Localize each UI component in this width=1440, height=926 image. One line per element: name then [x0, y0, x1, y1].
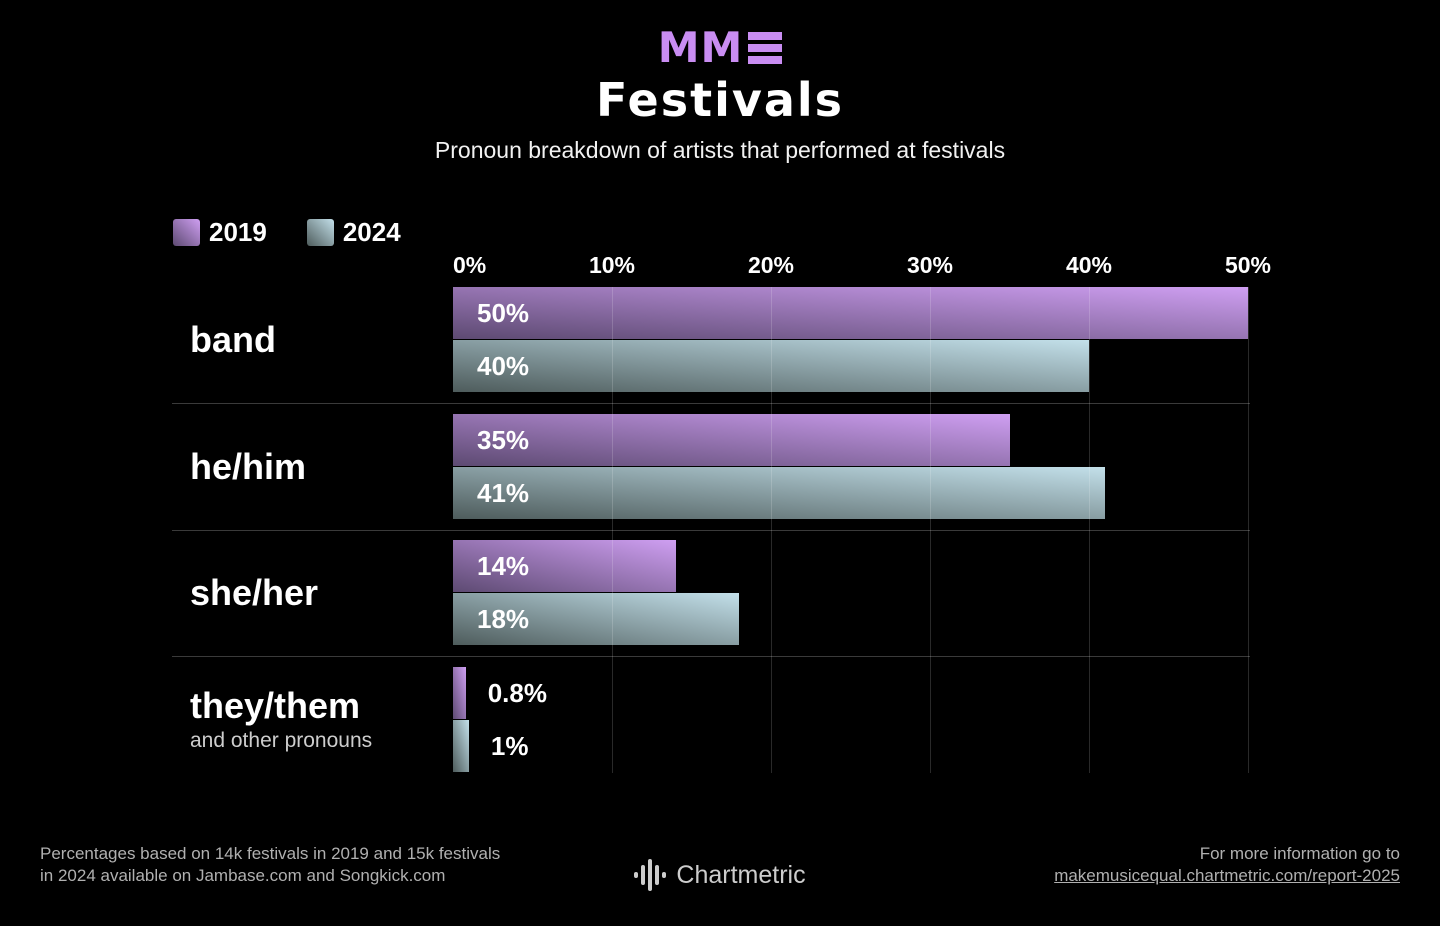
row-they-them: 0.8% 1%: [453, 667, 1248, 772]
bar-she-her-2019: 14%: [453, 540, 676, 592]
bar-he-him-2024: 41%: [453, 467, 1105, 519]
category-label-he-him: he/him: [190, 445, 307, 487]
row-divider: [172, 403, 1250, 404]
row-he-him: 35% 41%: [453, 414, 1248, 519]
bar-he-him-2019: 35%: [453, 414, 1010, 466]
bar-band-2019: 50%: [453, 287, 1248, 339]
x-tick-0: 0%: [453, 252, 487, 278]
legend-label-2019: 2019: [209, 217, 267, 247]
category-label-band: band: [190, 318, 276, 360]
category-label-they-them: they/them: [190, 685, 361, 727]
bar-band-2024: 40%: [453, 340, 1089, 392]
row-band: 50% 40%: [453, 287, 1248, 392]
legend-swatch-2024: [306, 219, 334, 246]
bar-value-she-her-2019: 14%: [477, 551, 530, 581]
page-subtitle: Pronoun breakdown of artists that perfor…: [434, 137, 1006, 163]
footer-info-line1: For more information go to: [1199, 844, 1400, 863]
page-title: Festivals: [595, 73, 845, 127]
row-she-her: 14% 18%: [453, 540, 1248, 645]
bar-value-they-them-2024: 1%: [490, 731, 529, 761]
bar-value-he-him-2019: 35%: [477, 425, 530, 455]
legend-label-2024: 2024: [342, 217, 401, 247]
row-divider: [172, 530, 1250, 531]
legend: 2019 2024: [173, 217, 401, 248]
bar-she-her-2024: 18%: [453, 593, 740, 645]
gridline-20pct: [770, 287, 772, 773]
category-they-them: they/them and other pronouns: [190, 667, 372, 772]
chartmetric-waveform-icon: [634, 858, 667, 892]
mme-logo: MM: [657, 23, 783, 72]
category-note-other-pronouns: and other pronouns: [190, 728, 373, 752]
category-band: band: [190, 287, 276, 392]
row-divider: [172, 656, 1250, 657]
x-tick-20: 20%: [747, 252, 795, 278]
legend-item-2024: 2024: [306, 217, 401, 248]
x-tick-10: 10%: [588, 252, 636, 278]
footer-source-note: Percentages based on 14k festivals in 20…: [40, 843, 500, 887]
header: MM Festivals Pronoun breakdown of artist…: [0, 0, 1440, 164]
plot-area: 50% 40% 35% 41% 14% 18%: [453, 287, 1249, 773]
x-tick-40: 40%: [1065, 252, 1113, 278]
x-tick-50: 50%: [1224, 252, 1272, 278]
gridline-30pct: [929, 287, 931, 773]
category-she-her: she/her: [190, 540, 318, 645]
gridline-40pct: [1088, 287, 1090, 773]
footer-info: For more information go to makemusicequa…: [1054, 843, 1400, 887]
x-axis: 0% 10% 20% 30% 40% 50%: [453, 252, 1271, 280]
bar-value-she-her-2024: 18%: [477, 604, 530, 634]
bar-value-they-them-2019: 0.8%: [487, 678, 547, 708]
bar-value-band-2019: 50%: [477, 298, 530, 328]
bar-value-band-2024: 40%: [477, 351, 530, 381]
bar-they-them-2019: 0.8%: [453, 667, 547, 719]
bar-they-them-2024: 1%: [453, 720, 528, 772]
footer-source-line2: in 2024 available on Jambase.com and Son…: [40, 866, 446, 885]
report-link[interactable]: makemusicequal.chartmetric.com/report-20…: [1054, 866, 1400, 885]
mme-logo-text: MM: [657, 23, 744, 72]
chartmetric-brand: Chartmetric: [0, 858, 1440, 892]
legend-swatch-2019: [173, 219, 200, 246]
category-he-him: he/him: [190, 414, 306, 519]
legend-item-2019: 2019: [173, 217, 267, 248]
x-tick-30: 30%: [906, 252, 954, 278]
category-label-she-her: she/her: [190, 571, 319, 613]
gridline-10pct: [611, 287, 613, 773]
chartmetric-wordmark: Chartmetric: [676, 860, 806, 889]
footer-source-line1: Percentages based on 14k festivals in 20…: [40, 844, 501, 863]
mme-logo-e-bars-icon: [748, 32, 783, 64]
bar-value-he-him-2024: 41%: [477, 478, 530, 508]
gridline-50pct: [1247, 287, 1249, 773]
